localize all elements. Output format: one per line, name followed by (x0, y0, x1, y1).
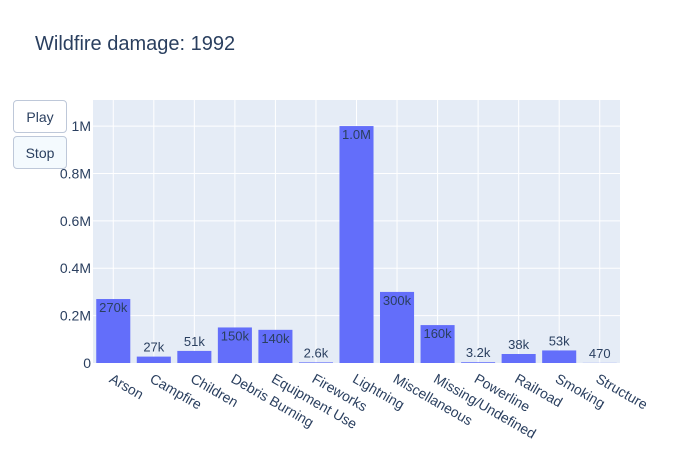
bar-label: 51k (184, 334, 205, 349)
bar-label: 470 (589, 346, 611, 361)
bar (542, 350, 577, 363)
bar-labels: 270k 27k 51k 150k 140k 2.6k 1.0M 300k 160k 3.2k 38… (99, 127, 610, 361)
y-tick-label: 0.2M (60, 308, 91, 324)
bar-label: 38k (508, 337, 529, 352)
bar (258, 329, 293, 363)
bar (136, 356, 171, 363)
y-tick-label: 0 (83, 355, 91, 371)
chart-title: Wildfire damage: 1992 (35, 33, 235, 55)
bar (298, 362, 333, 363)
bar-label: 2.6k (304, 345, 329, 360)
bar (380, 291, 415, 363)
bar-label: 3.2k (466, 345, 491, 360)
bar-label: 300k (383, 293, 412, 308)
bar (217, 327, 252, 363)
bar-label: 53k (549, 333, 570, 348)
bar-label: 160k (423, 326, 452, 341)
bar (177, 350, 212, 363)
bar (420, 325, 455, 363)
bar (339, 126, 374, 363)
bar (461, 362, 496, 363)
bar-label: 140k (261, 331, 290, 346)
bar-label: 270k (99, 300, 128, 315)
play-button[interactable]: Play (13, 100, 67, 133)
bar-label: 27k (143, 340, 164, 355)
bars (96, 126, 617, 363)
y-tick-label: 0.6M (60, 213, 91, 229)
bar-label: 1.0M (342, 127, 371, 142)
y-axis: 0 0.2M 0.4M 0.6M 0.8M 1M (60, 118, 91, 371)
y-tick-label: 1M (72, 118, 91, 134)
x-tick-label: Arson (107, 370, 147, 402)
stop-button[interactable]: Stop (13, 136, 67, 169)
bar-label: 150k (221, 328, 250, 343)
bar (96, 299, 131, 363)
y-tick-label: 0.4M (60, 260, 91, 276)
bar (501, 353, 536, 363)
y-tick-label: 0.8M (60, 165, 91, 181)
